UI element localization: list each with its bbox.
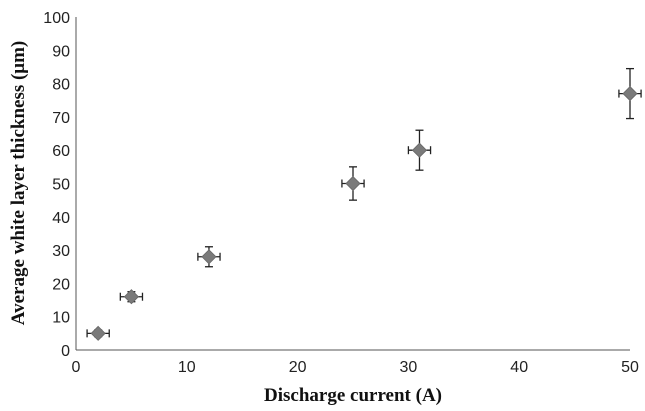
data-point — [197, 246, 221, 268]
diamond-marker — [411, 142, 428, 158]
y-tick-label: 90 — [52, 43, 70, 60]
data-point — [407, 129, 432, 171]
data-point — [119, 289, 144, 305]
diamond-marker — [123, 289, 139, 305]
x-tick-label: 0 — [72, 359, 81, 376]
y-tick-label: 80 — [52, 77, 70, 94]
y-tick-label: 40 — [52, 210, 70, 227]
y-tick-label: 70 — [52, 110, 70, 127]
y-tick-label: 10 — [52, 310, 70, 327]
x-tick-label: 30 — [400, 359, 418, 376]
y-axis-title: Average white layer thickness (μm) — [8, 41, 29, 325]
x-tick-label: 10 — [178, 359, 196, 376]
y-tick-label: 60 — [52, 143, 70, 160]
x-axis-title: Discharge current (A) — [264, 385, 442, 406]
y-tick-label: 50 — [52, 177, 70, 194]
data-point — [341, 166, 365, 201]
data-point — [618, 67, 642, 120]
data-point — [86, 325, 110, 341]
y-tick-label: 30 — [52, 243, 70, 260]
y-tick-label: 100 — [43, 10, 70, 27]
x-tick-label: 40 — [510, 359, 528, 376]
x-tick-label: 20 — [289, 359, 307, 376]
x-tick-label: 50 — [621, 359, 639, 376]
axes — [75, 17, 630, 351]
x-tick-labels: 0 10 20 30 40 50 — [72, 359, 639, 376]
diamond-marker — [345, 175, 361, 192]
diamond-marker — [90, 325, 106, 341]
diamond-marker — [201, 249, 217, 265]
diamond-marker — [622, 86, 638, 102]
y-tick-labels: 0 10 20 30 40 50 60 70 80 90 100 — [43, 10, 70, 360]
y-tick-label: 0 — [61, 343, 70, 360]
data-points — [86, 67, 642, 341]
y-tick-label: 20 — [52, 276, 70, 293]
